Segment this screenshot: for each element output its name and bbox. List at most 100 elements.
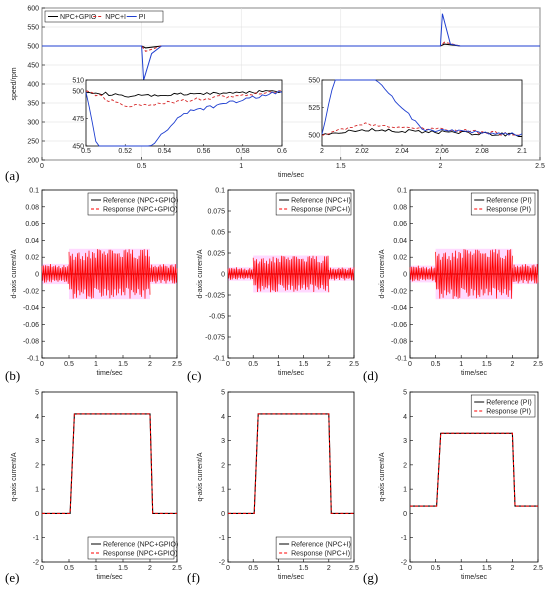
panel-f: 0 0.5 1 1.5 2 2.5 -2 -1 0 1 2 3 4 5 time/sec q-axis cur… [187,390,359,586]
x-tick-label: 2 [148,565,152,572]
y-tick-label: 5 [221,390,225,397]
y-tick-label: 350 [27,101,39,108]
inset-x-tick-label: 0.6 [277,148,287,155]
inset-y-tick-label: 500 [308,133,320,140]
inset-series-line [85,89,283,98]
response-trace [252,255,330,293]
y-tick-label: -1 [33,535,39,542]
panel-e: 0 0.5 1 1.5 2 2.5 -2 -1 0 1 2 3 4 5 time/sec q-axis cur… [5,390,182,586]
plot-frame [227,391,355,563]
y-tick-label: -0.06 [391,322,407,329]
panel-label: (g) [363,570,378,585]
series-line [42,413,177,514]
y-tick-label: -0.02 [23,288,39,295]
panel-b: 0 0.5 1 1.5 2 2.5 -0.1 -0.08 -0.06 -0.04 -0.02 0 0.0… [5,188,182,384]
x-tick-label: 0.5 [248,565,258,572]
legend-box [470,192,536,216]
y-tick-label: 550 [27,25,39,32]
x-axis-label: time/sec [278,574,305,581]
x-tick-label: 2.5 [533,361,543,368]
inset-y-tick-label: 550 [308,78,320,85]
x-axis-label: time/sec [278,370,305,377]
y-tick-label: 0.02 [393,255,407,262]
x-axis-label: time/sec [461,370,488,377]
inset-y-tick-label: 500 [72,89,84,96]
y-tick-label: -2 [33,560,39,567]
y-tick-label: 3 [403,438,407,445]
x-tick-label: 1 [276,565,280,572]
legend-box [470,394,536,418]
response-trace [68,249,151,299]
x-tick-label: 1 [94,361,98,368]
inset-x-tick-label: 2.02 [355,148,369,155]
y-tick-label: -0.02 [391,288,407,295]
y-tick-label: -0.04 [23,305,39,312]
x-tick-label: 1 [94,565,98,572]
y-tick-label: -0.025 [205,293,225,300]
inset-y-tick-label: 510 [72,78,84,85]
y-tick-label: 1 [221,487,225,494]
x-tick-label: 0 [40,565,44,572]
y-tick-label: 0.05 [211,230,225,237]
x-tick-label: 1 [239,163,243,170]
response-trace [149,264,178,284]
y-tick-label: -2 [219,560,225,567]
y-tick-label: 0 [403,511,407,518]
y-tick-label: 0 [221,511,225,518]
panel-label: (a) [5,168,19,183]
x-tick-label: 1.5 [482,565,492,572]
x-tick-label: 0 [40,163,44,170]
x-tick-label: 0 [408,565,412,572]
y-tick-label: 2 [35,462,39,469]
response-trace [41,263,70,284]
x-tick-label: 0 [226,565,230,572]
x-tick-label: 2 [327,361,331,368]
y-axis-label: d-axis current/A [379,249,386,298]
x-tick-label: 1 [459,565,463,572]
inset-x-tick-label: 2.1 [517,148,527,155]
x-tick-label: 1.5 [299,565,309,572]
x-tick-label: 2.5 [172,565,182,572]
y-axis-label: d-axis current/A [11,249,18,298]
y-tick-label: 3 [221,438,225,445]
response-trace [409,265,436,283]
x-tick-label: 2.5 [172,361,182,368]
panel-label: (b) [5,368,20,383]
x-tick-label: 2 [438,163,442,170]
x-tick-label: 0.5 [431,565,441,572]
y-tick-label: -0.1 [213,356,225,363]
x-tick-label: 0.5 [64,361,74,368]
legend-entry: Reference (NPC+GPIO) [103,542,178,549]
x-tick-label: 0 [40,361,44,368]
y-tick-label: 200 [27,158,39,165]
x-tick-label: 1.5 [118,565,128,572]
y-tick-label: 1 [35,487,39,494]
inset-y-tick-label: 525 [308,105,320,112]
y-tick-label: 0 [403,272,407,279]
x-tick-label: 2 [510,565,514,572]
y-tick-label: 0.1 [29,188,39,195]
y-axis-label: q-axis current/A [379,452,386,501]
x-tick-label: 2 [510,361,514,368]
y-tick-label: 0 [35,272,39,279]
legend-entry: Reference (PI) [486,400,532,407]
y-axis-label: speed/rpm [11,67,18,100]
inset-series-line [321,127,522,137]
inset-1: 0.5 0.52 0.54 0.56 0.58 0.6 450 475 500 510 [72,78,287,156]
inset-x-tick-label: 0.56 [197,148,211,155]
y-tick-label: 250 [27,139,39,146]
y-tick-label: -0.04 [391,305,407,312]
y-tick-label: 0.06 [393,221,407,228]
y-tick-label: 4 [35,414,39,421]
y-tick-label: 5 [35,390,39,397]
x-tick-label: 1.5 [118,361,128,368]
legend-box [44,10,164,23]
y-tick-label: 0.04 [25,238,39,245]
legend-entry: NPC+GPIO [60,14,97,21]
legend-entry: PI [139,14,146,21]
legend-box [87,192,175,216]
y-tick-label: 0.1 [397,188,407,195]
x-tick-label: 1 [459,361,463,368]
y-tick-label: -1 [219,535,225,542]
response-trace [227,267,254,280]
